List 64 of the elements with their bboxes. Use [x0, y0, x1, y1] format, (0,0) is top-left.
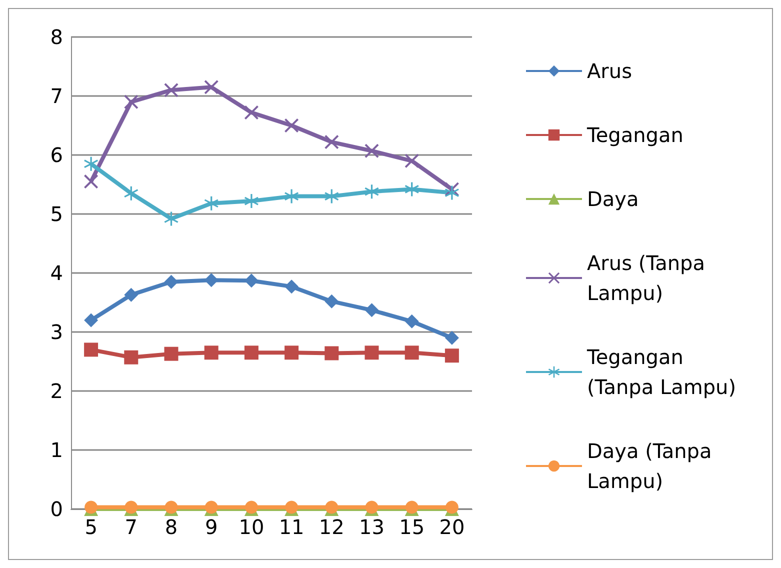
x-tick-label: 12	[318, 515, 344, 539]
x-tick-label: 13	[359, 515, 384, 539]
x-tick-label: 20	[439, 515, 465, 539]
legend-label: Daya (Tanpa Lampu)	[587, 439, 718, 493]
point	[124, 94, 138, 109]
legend-label: Arus	[587, 59, 632, 83]
y-tick-label: 2	[50, 379, 63, 403]
x-tick-label: 9	[204, 515, 218, 539]
point	[444, 186, 459, 200]
legend-label: Tegangan (Tanpa Lampu)	[586, 345, 736, 399]
point	[244, 106, 258, 120]
y-tick-label: 7	[50, 84, 63, 108]
point	[284, 346, 299, 360]
point	[164, 83, 178, 98]
y-tick-label: 1	[50, 438, 63, 462]
x-tick-label: 5	[84, 515, 98, 539]
point	[404, 346, 419, 360]
point	[284, 189, 299, 204]
point	[324, 294, 339, 308]
point	[444, 348, 459, 363]
x-tick-label: 11	[278, 515, 304, 539]
point	[84, 174, 98, 189]
legend-label: Daya	[587, 187, 639, 211]
point	[404, 182, 419, 196]
point	[204, 196, 218, 210]
x-tick-label: 8	[164, 515, 178, 539]
point	[324, 346, 339, 360]
legend-label: Arus (Tanpa Lampu)	[587, 251, 712, 305]
point	[164, 212, 178, 226]
point	[84, 342, 98, 357]
point	[84, 156, 98, 171]
point	[84, 313, 98, 328]
point	[324, 189, 339, 204]
x-tick-label: 10	[238, 515, 264, 539]
point	[204, 346, 218, 360]
point	[404, 154, 419, 168]
y-tick-label: 6	[50, 143, 63, 167]
y-tick-label: 8	[50, 25, 63, 49]
point	[124, 186, 138, 200]
y-tick-label: 4	[50, 261, 63, 285]
y-tick-label: 0	[50, 497, 63, 521]
x-tick-label: 15	[399, 515, 425, 539]
point	[364, 346, 379, 360]
point	[124, 350, 138, 364]
point	[444, 330, 459, 345]
point	[204, 273, 218, 288]
legend-label: Tegangan	[586, 123, 684, 147]
y-tick-label: 5	[50, 202, 63, 226]
point	[284, 280, 299, 294]
point	[164, 346, 178, 361]
point	[244, 194, 258, 208]
point	[124, 288, 138, 302]
x-tick-label: 7	[124, 515, 138, 539]
point	[364, 303, 379, 318]
y-tick-label: 3	[50, 320, 63, 344]
point	[244, 346, 258, 360]
point	[204, 80, 218, 94]
point	[164, 274, 178, 289]
point	[364, 144, 379, 158]
point	[404, 314, 419, 328]
point	[244, 274, 258, 288]
point	[364, 184, 379, 199]
point	[284, 118, 299, 132]
point	[324, 135, 339, 150]
